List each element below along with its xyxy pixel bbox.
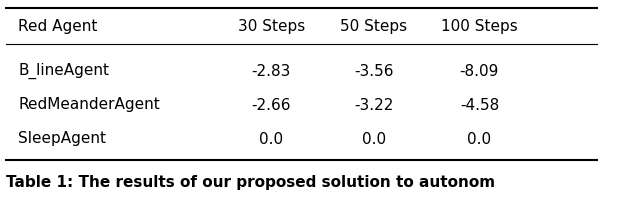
Text: 30 Steps: 30 Steps bbox=[238, 19, 305, 33]
Text: -3.56: -3.56 bbox=[354, 64, 394, 78]
Text: SleepAgent: SleepAgent bbox=[18, 132, 106, 146]
Text: 50 Steps: 50 Steps bbox=[341, 19, 407, 33]
Text: 100 Steps: 100 Steps bbox=[441, 19, 518, 33]
Text: Red Agent: Red Agent bbox=[18, 19, 98, 33]
Text: -4.58: -4.58 bbox=[460, 98, 499, 112]
Text: 0.0: 0.0 bbox=[362, 132, 386, 146]
Text: -2.66: -2.66 bbox=[252, 98, 291, 112]
Text: -2.83: -2.83 bbox=[252, 64, 291, 78]
Text: -3.22: -3.22 bbox=[354, 98, 394, 112]
Text: Table 1: The results of our proposed solution to autonom: Table 1: The results of our proposed sol… bbox=[6, 176, 495, 190]
Text: RedMeanderAgent: RedMeanderAgent bbox=[18, 98, 160, 112]
Text: 0.0: 0.0 bbox=[467, 132, 491, 146]
Text: 0.0: 0.0 bbox=[260, 132, 284, 146]
Text: -8.09: -8.09 bbox=[460, 64, 499, 78]
Text: B_lineAgent: B_lineAgent bbox=[18, 63, 109, 79]
